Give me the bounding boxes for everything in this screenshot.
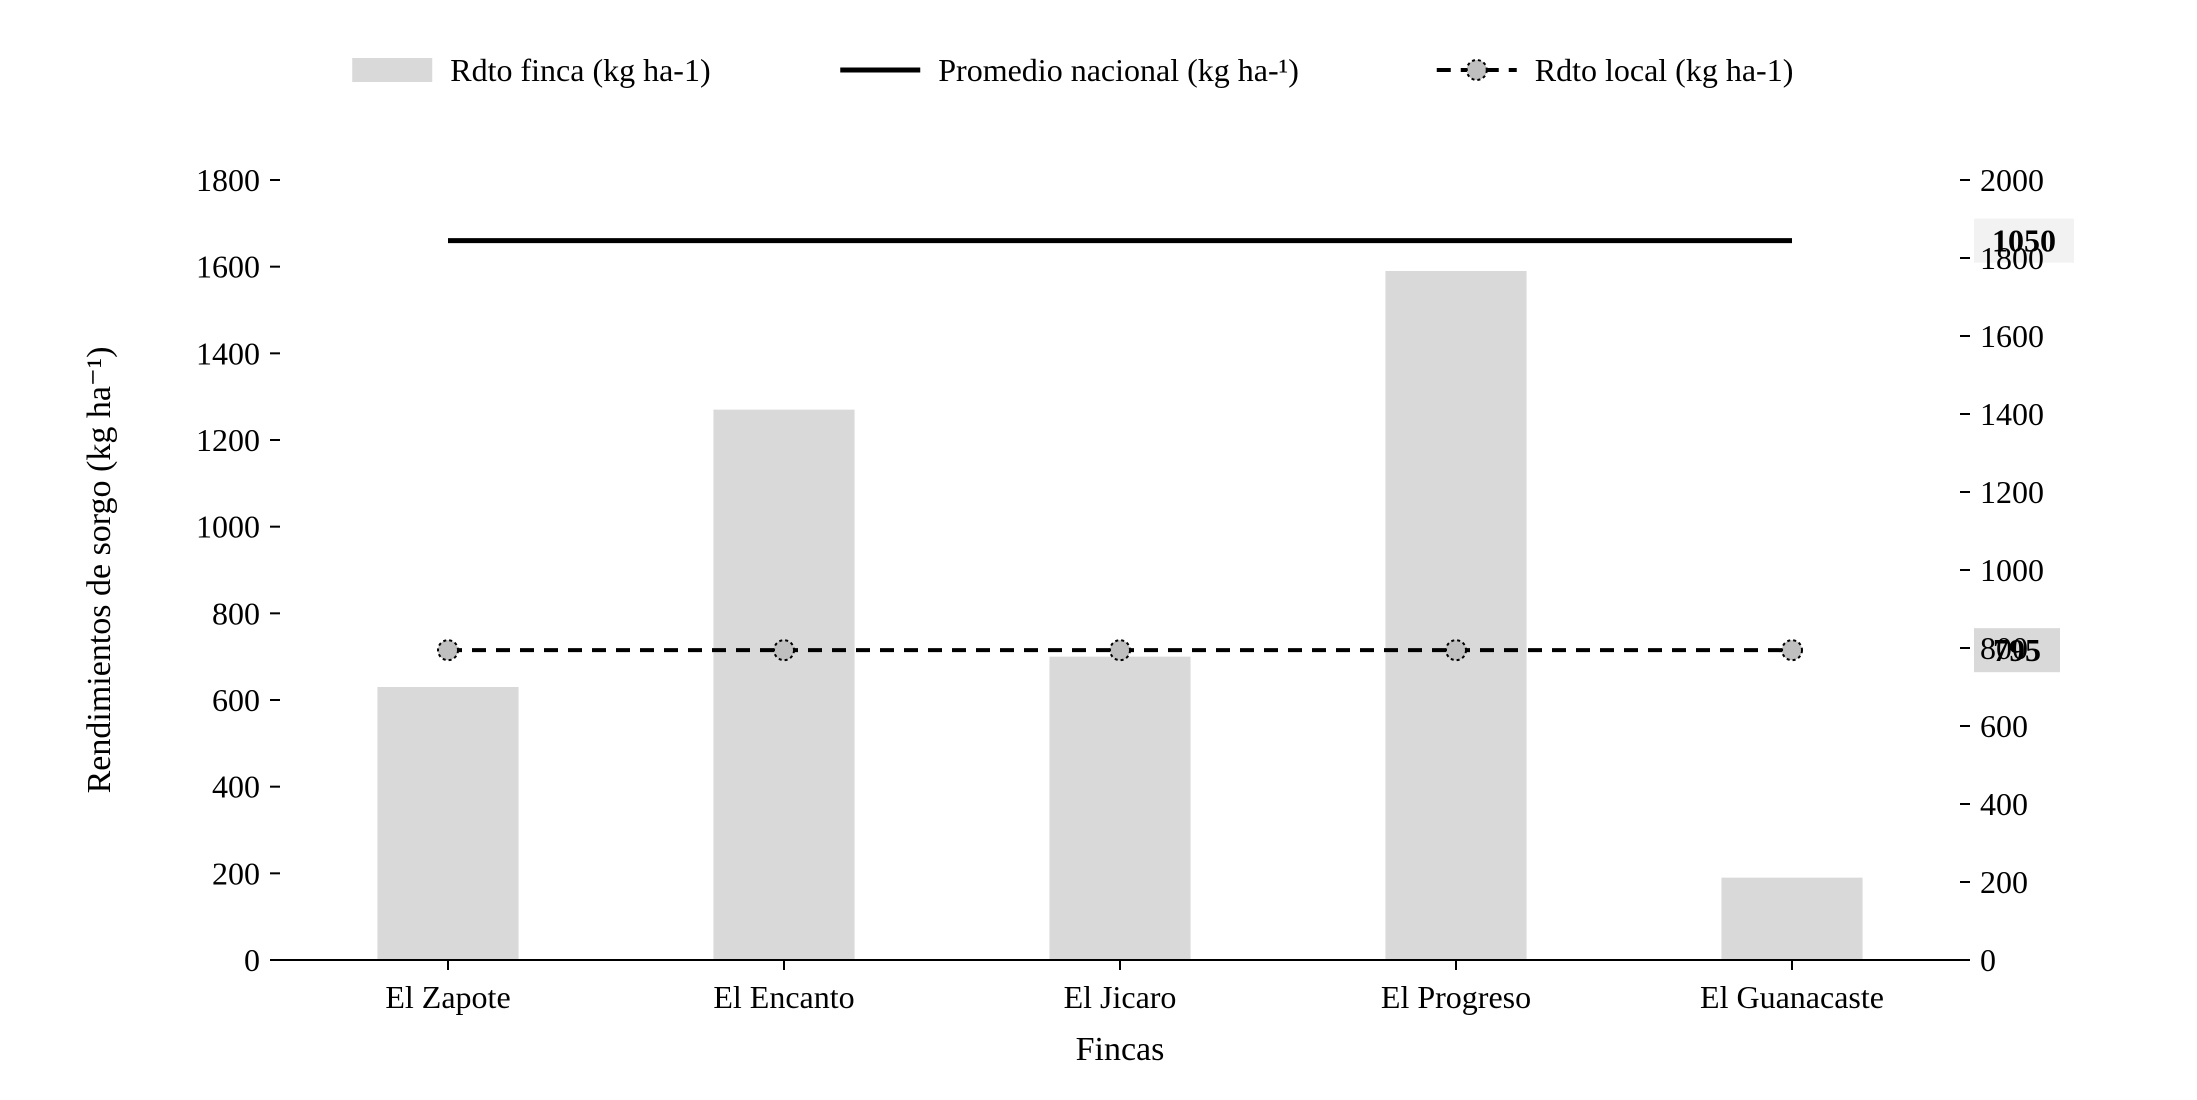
bar <box>713 410 854 960</box>
y-left-tick-label: 400 <box>212 769 260 805</box>
y-left-tick-label: 1400 <box>196 335 260 371</box>
rdto-local-marker <box>438 640 458 660</box>
y-right-tick-label: 600 <box>1980 708 2028 744</box>
legend-item: Rdto local (kg ha-1) <box>1437 52 1794 88</box>
rdto-local-marker <box>1446 640 1466 660</box>
x-tick-label: El Guanacaste <box>1700 979 1884 1015</box>
bar <box>1721 878 1862 960</box>
y-right-tick-label: 0 <box>1980 942 1996 978</box>
sorghum-yield-chart: 1050795El ZapoteEl EncantoEl JicaroEl Pr… <box>0 0 2197 1100</box>
x-tick-label: El Encanto <box>713 979 854 1015</box>
y-right-tick-label: 1800 <box>1980 240 2044 276</box>
rdto-local-marker <box>1782 640 1802 660</box>
bar <box>377 687 518 960</box>
bar <box>1049 657 1190 960</box>
bar <box>1385 271 1526 960</box>
legend-item: Promedio nacional (kg ha-¹) <box>840 52 1299 88</box>
y-left-tick-label: 600 <box>212 682 260 718</box>
y-right-tick-label: 1000 <box>1980 552 2044 588</box>
y-right-tick-label: 200 <box>1980 864 2028 900</box>
y-right-tick-label: 400 <box>1980 786 2028 822</box>
chart-svg: 1050795El ZapoteEl EncantoEl JicaroEl Pr… <box>0 0 2197 1100</box>
x-axis-title: Fincas <box>1076 1031 1165 1068</box>
legend-label: Promedio nacional (kg ha-¹) <box>938 52 1299 88</box>
y-left-tick-label: 200 <box>212 855 260 891</box>
legend-label: Rdto local (kg ha-1) <box>1535 52 1794 88</box>
y-right-tick-label: 1200 <box>1980 474 2044 510</box>
x-tick-label: El Zapote <box>385 979 510 1015</box>
y-left-tick-label: 1000 <box>196 509 260 545</box>
rdto-local-marker <box>774 640 794 660</box>
y-right-tick-label: 1600 <box>1980 318 2044 354</box>
legend-item: Rdto finca (kg ha-1) <box>352 52 710 88</box>
rdto-local-marker <box>1110 640 1130 660</box>
y-left-tick-label: 0 <box>244 942 260 978</box>
y-left-tick-label: 1600 <box>196 249 260 285</box>
legend-swatch-marker <box>1467 60 1487 80</box>
y-left-axis-title: Rendimientos de sorgo (kg ha⁻¹) <box>81 347 118 794</box>
y-left-tick-label: 1800 <box>196 162 260 198</box>
y-left-tick-label: 800 <box>212 595 260 631</box>
legend-label: Rdto finca (kg ha-1) <box>450 52 710 88</box>
legend-swatch-bar <box>352 58 432 82</box>
y-right-tick-label: 2000 <box>1980 162 2044 198</box>
x-tick-label: El Jicaro <box>1064 979 1177 1015</box>
y-left-tick-label: 1200 <box>196 422 260 458</box>
y-right-tick-label: 800 <box>1980 630 2028 666</box>
x-tick-label: El Progreso <box>1381 979 1531 1015</box>
y-right-tick-label: 1400 <box>1980 396 2044 432</box>
